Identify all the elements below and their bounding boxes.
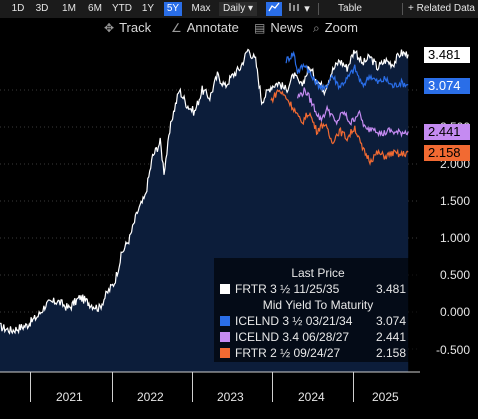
bar-chart-icon[interactable] (286, 2, 302, 16)
series-line-0 (0, 48, 409, 335)
legend-value: 2.441 (375, 330, 406, 344)
y-tick-0000: 0.000 (439, 305, 470, 319)
range-toolbar: 1D 3D 1M 6M YTD 1Y 5Y Max Daily ▾ ▾ Tabl… (0, 0, 478, 18)
x-label-2025: 2025 (372, 390, 399, 404)
range-1y[interactable]: 1Y (141, 3, 155, 14)
legend-header-yield: Mid Yield To Maturity (262, 298, 374, 312)
legend-swatch (220, 284, 230, 294)
y-tick-0500: 0.500 (439, 268, 470, 282)
x-label-2023: 2023 (217, 390, 244, 404)
x-tick-mark (30, 372, 31, 402)
x-tick-mark (112, 372, 113, 402)
legend-header-last-price: Last Price (291, 266, 345, 280)
x-label-2024: 2024 (298, 390, 325, 404)
legend-label: FRTR 2 ½ 09/24/27 (235, 346, 341, 360)
icelnd-34-value-tag: 2.441 (424, 124, 470, 140)
range-1m[interactable]: 1M (62, 3, 76, 14)
range-max[interactable]: Max (191, 3, 211, 14)
range-1d[interactable]: 1D (11, 3, 25, 14)
line-chart-icon[interactable] (266, 2, 282, 16)
range-3d[interactable]: 3D (35, 3, 49, 14)
crosshair-icon: ✥ (104, 21, 115, 35)
chart-type-chevron-icon[interactable]: ▾ (304, 3, 310, 15)
chart-legend: Last Price FRTR 3 ½ 11/25/35 3.481 Mid Y… (214, 258, 422, 362)
x-label-2022: 2022 (137, 390, 164, 404)
frtr-3-value-tag: 3.481 (424, 47, 470, 63)
chart-tools: ✥ Track ∠ Annotate ▤ News ⌕ Zoom (0, 18, 478, 38)
news-tool[interactable]: ▤ News (254, 18, 303, 38)
pencil-icon: ∠ (171, 21, 182, 35)
legend-value: 3.481 (375, 282, 406, 296)
legend-label: ICELND 3 ½ 03/21/34 (235, 314, 353, 328)
related-data-button[interactable]: + Related Data (408, 3, 475, 14)
x-label-2021: 2021 (56, 390, 83, 404)
period-label: Daily (223, 3, 246, 14)
zoom-label: Zoom (324, 20, 358, 35)
table-button[interactable]: Table (338, 3, 362, 14)
legend-label: FRTR 3 ½ 11/25/35 (235, 282, 340, 296)
y-tick-1500: 1.500 (439, 194, 470, 208)
series-line-2 (297, 87, 409, 138)
legend-item-frtr-3[interactable]: FRTR 3 ½ 11/25/35 3.481 (220, 282, 416, 296)
series-line-3 (270, 88, 409, 166)
track-label: Track (119, 20, 152, 35)
chevron-down-icon: ▾ (248, 3, 254, 14)
legend-swatch (220, 348, 230, 358)
x-tick-mark (353, 372, 354, 402)
legend-label: ICELND 3.4 06/28/27 (235, 330, 350, 344)
x-tick-mark (272, 372, 273, 402)
legend-swatch (220, 332, 230, 342)
legend-swatch (220, 316, 230, 326)
zoom-tool[interactable]: ⌕ Zoom (313, 18, 358, 38)
icelnd-3-value-tag: 3.074 (424, 78, 470, 94)
legend-value: 3.074 (375, 314, 406, 328)
legend-value: 2.158 (375, 346, 406, 360)
annotate-label: Annotate (186, 20, 239, 35)
legend-item-icelnd-34[interactable]: ICELND 3.4 06/28/27 2.441 (220, 330, 416, 344)
legend-item-frtr-2[interactable]: FRTR 2 ½ 09/24/27 2.158 (220, 346, 416, 360)
legend-item-icelnd-3[interactable]: ICELND 3 ½ 03/21/34 3.074 (220, 314, 416, 328)
annotate-tool[interactable]: ∠ Annotate (171, 18, 239, 38)
period-dropdown[interactable]: Daily ▾ (219, 2, 258, 16)
range-6m[interactable]: 6M (88, 3, 102, 14)
series-line-1 (285, 50, 409, 92)
x-tick-mark (192, 372, 193, 402)
frtr-2-value-tag: 2.158 (424, 145, 470, 161)
y-tick-neg0500: -0.500 (435, 343, 470, 357)
y-tick-1000: 1.000 (439, 231, 470, 245)
news-icon: ▤ (254, 21, 266, 35)
news-label: News (270, 20, 303, 35)
magnifier-icon: ⌕ (313, 21, 320, 35)
range-5y[interactable]: 5Y (164, 2, 182, 16)
track-tool[interactable]: ✥ Track (104, 18, 151, 38)
range-ytd[interactable]: YTD (112, 3, 132, 14)
